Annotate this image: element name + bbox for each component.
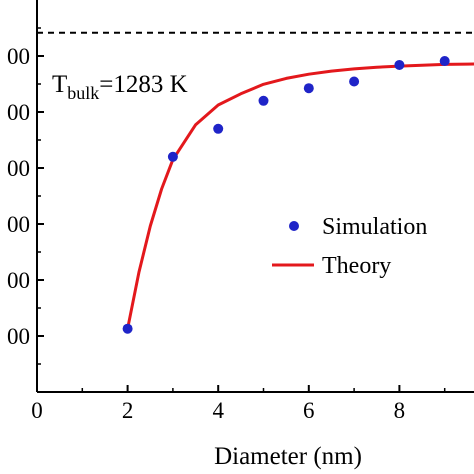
x-axis-label: Diameter (nm) <box>214 443 362 470</box>
y-tick-label-0: 00 <box>7 324 30 349</box>
x-tick-label-2: 4 <box>212 398 224 423</box>
tick-label-layer: 0 2 4 6 8 00 00 00 00 00 00 <box>7 44 405 423</box>
simulation-point-6 <box>394 59 405 70</box>
legend-theory-label: Theory <box>322 253 391 279</box>
simulation-point-1 <box>167 151 178 162</box>
x-tick-label-0: 0 <box>31 398 43 423</box>
y-tick-label-1: 00 <box>7 268 30 293</box>
simulation-point-3 <box>258 95 269 106</box>
annotation-layer: Tbulk=1283 K <box>52 71 188 103</box>
legend: Simulation Theory <box>272 214 427 279</box>
y-tick-label-4: 00 <box>7 100 30 125</box>
bulk-label-rest: =1283 K <box>99 71 187 98</box>
y-tick-label-5: 00 <box>7 44 30 69</box>
simulation-point-4 <box>303 83 314 94</box>
axes-layer <box>36 0 474 393</box>
theory-curve <box>126 62 474 331</box>
x-tick-label-3: 6 <box>303 398 315 423</box>
simulation-point-2 <box>213 123 224 134</box>
simulation-point-7 <box>439 56 450 67</box>
y-tick-label-2: 00 <box>7 212 30 237</box>
legend-simulation-marker <box>289 221 299 231</box>
x-tick-label-1: 2 <box>122 398 134 423</box>
simulation-point-5 <box>349 76 360 87</box>
bulk-temperature-label: Tbulk=1283 K <box>52 71 188 103</box>
theory-curve-layer <box>126 62 474 331</box>
simulation-point-0 <box>122 323 133 334</box>
x-tick-label-4: 8 <box>394 398 406 423</box>
bulk-label-main: T <box>52 71 67 98</box>
bulk-label-sub: bulk <box>67 83 99 103</box>
simulation-points-layer <box>122 56 450 334</box>
legend-simulation-label: Simulation <box>322 214 427 240</box>
y-tick-label-3: 00 <box>7 156 30 181</box>
